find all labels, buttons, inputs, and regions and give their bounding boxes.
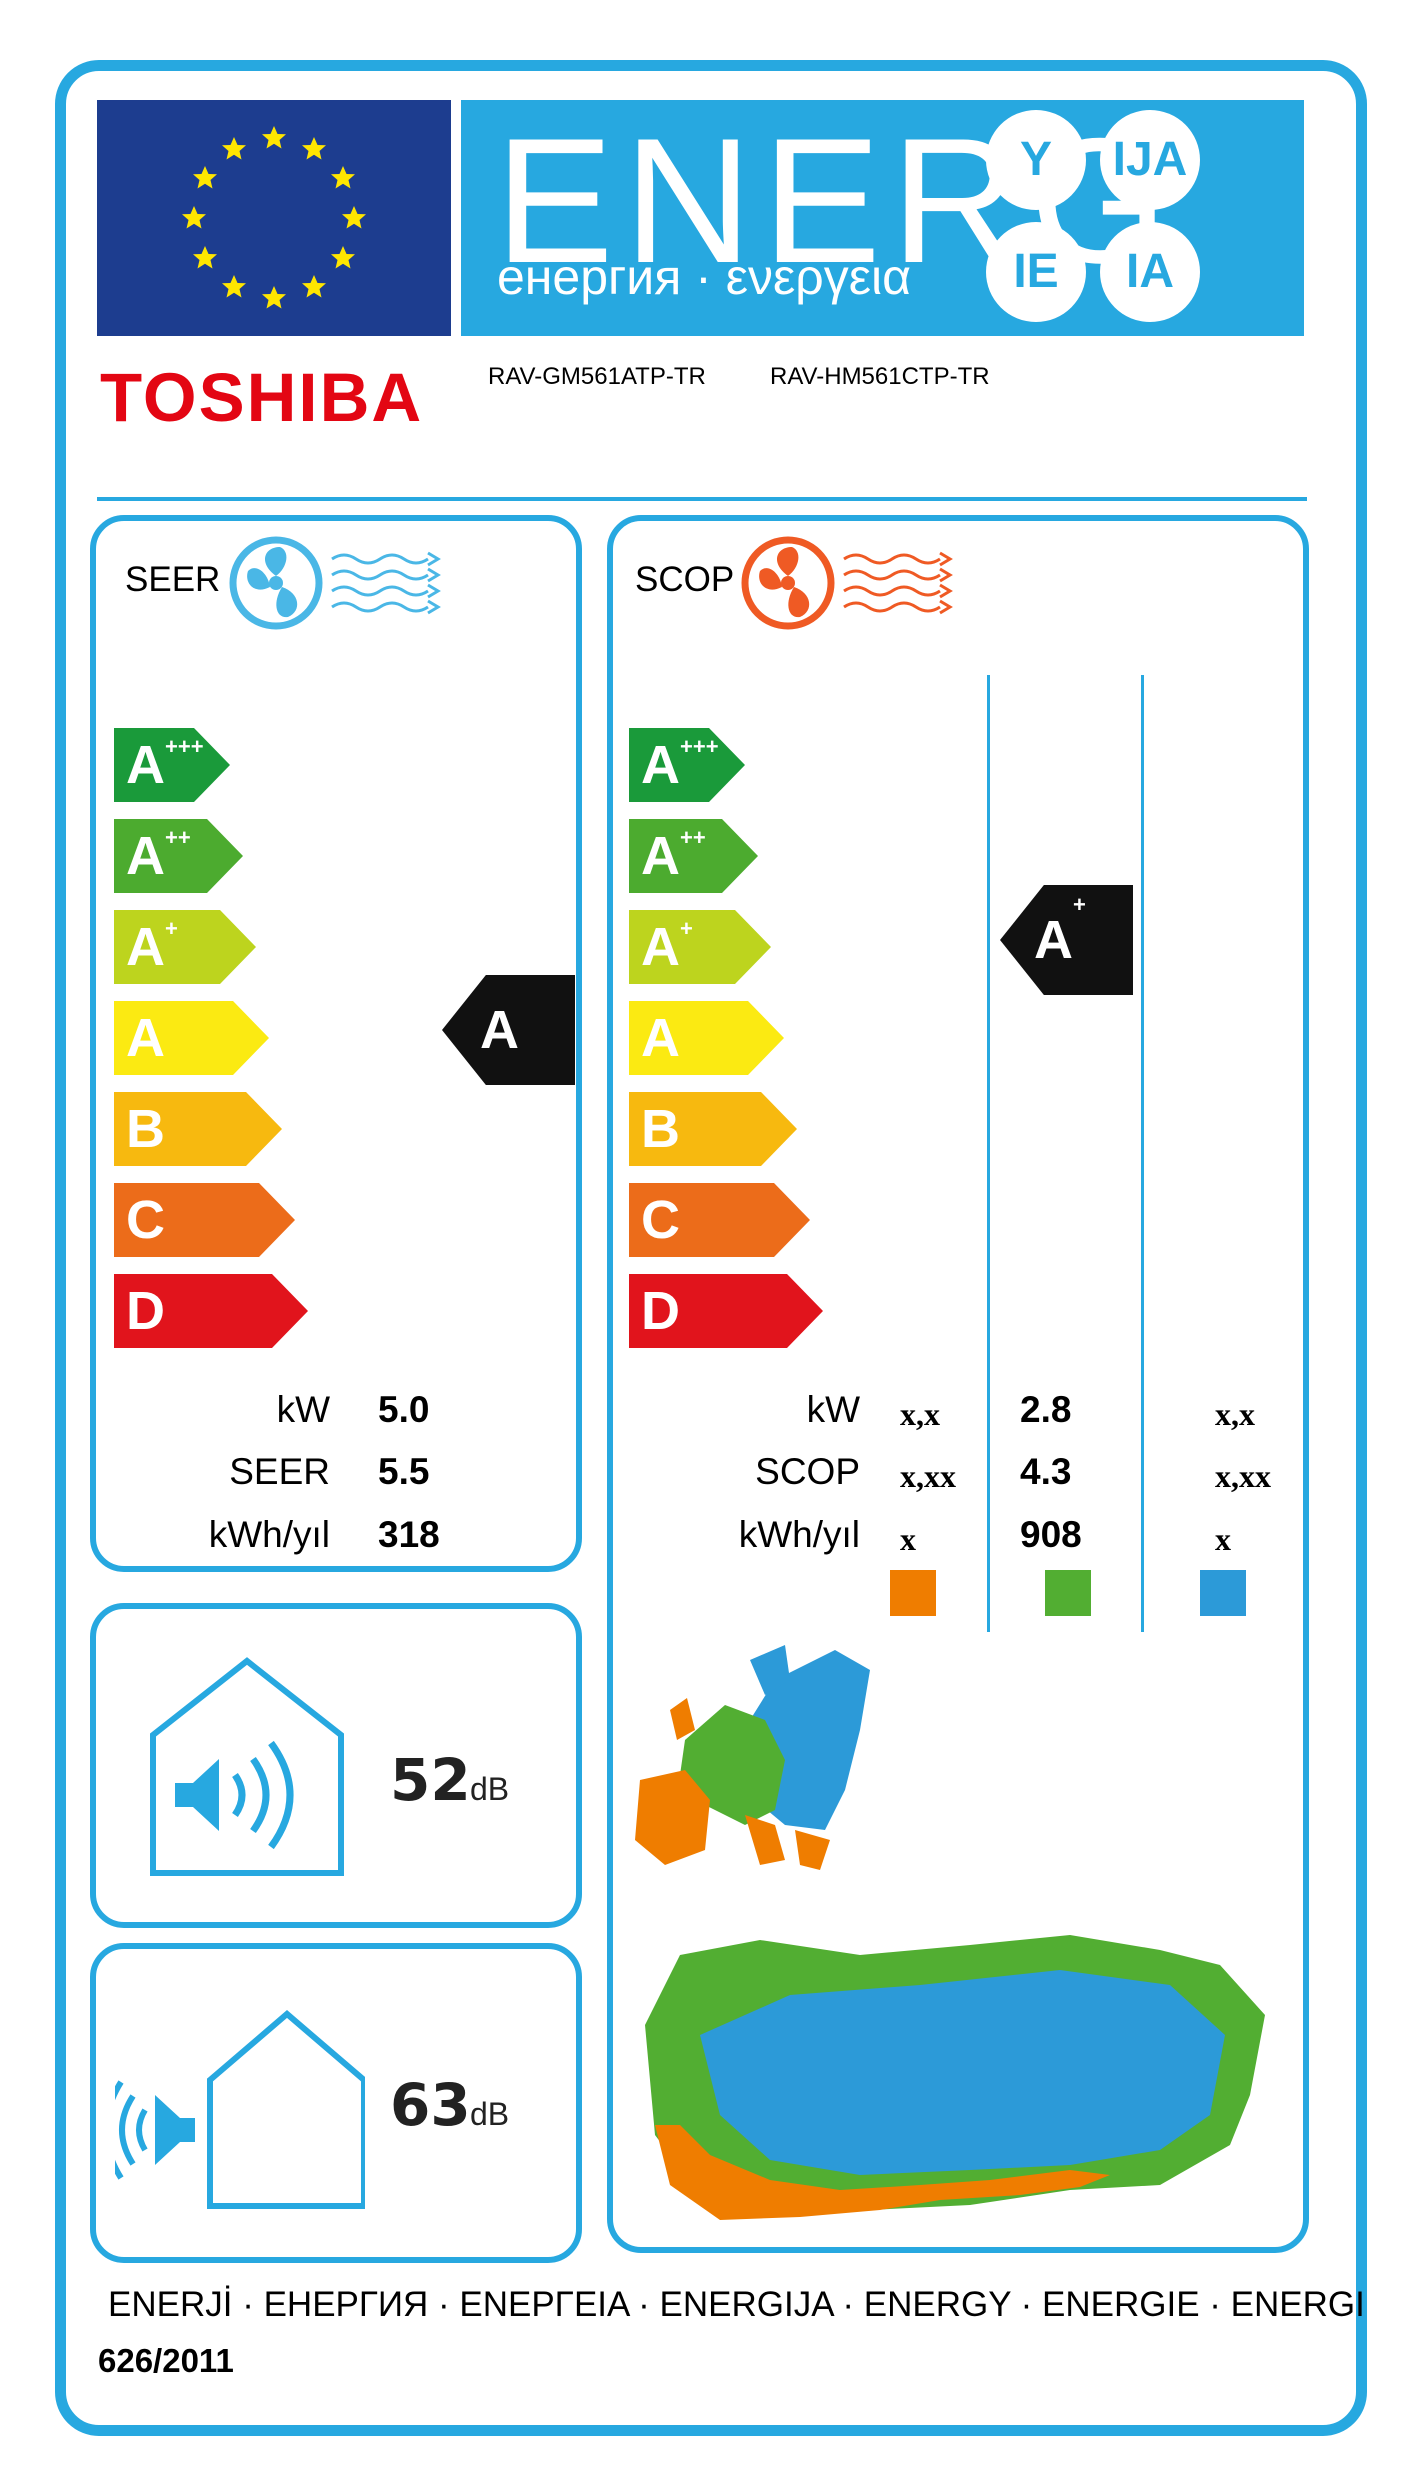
cooling-class-arrow: D: [114, 1274, 308, 1348]
cooling-fan-icon: [229, 536, 441, 630]
europe-climate-map: [635, 1645, 870, 1870]
heating-kw-warmer: x,x: [900, 1396, 940, 1432]
indoor-noise-panel: [90, 1603, 582, 1928]
heating-class-arrow: D: [629, 1274, 823, 1348]
heating-kwh-label: kWh/yıl: [738, 1514, 860, 1555]
heating-class-base: A: [1034, 910, 1073, 970]
cooling-class-base: A: [480, 1000, 519, 1060]
cooling-class-arrow: A: [114, 1001, 269, 1075]
column-divider-1: [987, 675, 990, 1632]
indoor-noise-value: 52: [390, 1746, 471, 1814]
eu-flag: [97, 100, 451, 336]
cooling-class-letter: A: [126, 917, 165, 977]
suffix-bubble-ie: IE: [986, 222, 1086, 322]
heating-kwh-average: 908: [1020, 1514, 1082, 1555]
label-frame: [55, 60, 1367, 2436]
outdoor-model: RAV-HM561CTP-TR: [770, 363, 990, 390]
cooling-panel: [90, 515, 582, 1572]
seer-label: SEER: [125, 560, 221, 599]
heating-kwh-colder: x: [1215, 1521, 1231, 1557]
heating-class-letter: A: [641, 735, 680, 795]
heating-scop-label: SCOP: [755, 1451, 860, 1492]
suffix-bubble-y: Y: [986, 110, 1086, 210]
cooling-class-arrow: C: [114, 1183, 295, 1257]
heating-class-letter: B: [641, 1099, 680, 1159]
colder-zone-swatch: [1200, 1570, 1246, 1616]
brand-logo: TOSHIBA: [100, 359, 424, 436]
suffix-bubble-ia: IA: [1100, 222, 1200, 322]
header-divider: [97, 497, 1307, 501]
outdoor-noise-value: 63: [390, 2071, 471, 2139]
heating-panel: [607, 515, 1309, 2253]
heating-kw-label: kW: [806, 1389, 860, 1430]
heating-fan-icon: [741, 536, 953, 630]
cooling-seer-label: SEER: [229, 1451, 330, 1492]
heating-kw-average: 2.8: [1020, 1389, 1072, 1430]
heating-class-letter: A: [641, 1008, 680, 1068]
indoor-noise-unit: dB: [470, 1771, 510, 1807]
heating-class-plus: +: [680, 916, 693, 941]
footer-languages: ENERJİ · ЕНЕРГИЯ · ЕΝΕΡΓΕΙΑ · ENERGIJA ·…: [108, 2285, 1365, 2324]
outdoor-noise-panel: [90, 1943, 582, 2263]
outdoor-noise-icon: [115, 2010, 365, 2209]
heating-scop-warmer: x,xx: [900, 1458, 956, 1494]
cooling-class-letter: A: [126, 826, 165, 886]
heating-class-plus: ++: [680, 825, 706, 850]
average-zone-swatch: [1045, 1570, 1091, 1616]
heating-class-letter: A: [641, 917, 680, 977]
heating-scop-colder: x,xx: [1215, 1458, 1271, 1494]
cooling-seer-value: 5.5: [378, 1451, 430, 1492]
heating-class-sup: +: [1073, 892, 1086, 917]
outdoor-noise-unit: dB: [470, 2096, 510, 2132]
heating-class-arrow: C: [629, 1183, 810, 1257]
heating-class-arrow: A: [629, 1001, 784, 1075]
cooling-class-plus: +: [165, 916, 178, 941]
column-divider-2: [1141, 675, 1144, 1632]
energy-subtitle: енергия · ενεργεια: [497, 249, 912, 305]
suffix-bubble-ija: IJA: [1100, 110, 1200, 210]
cooling-kwh-label: kWh/yıl: [208, 1514, 330, 1555]
heating-scop-average: 4.3: [1020, 1451, 1072, 1492]
cooling-class-letter: A: [126, 1008, 165, 1068]
indoor-model: RAV-GM561ATP-TR: [488, 363, 706, 390]
warmer-zone-swatch: [890, 1570, 936, 1616]
heating-class-letter: D: [641, 1281, 680, 1341]
cooling-class-letter: A: [126, 735, 165, 795]
indoor-noise-icon: [150, 1657, 344, 1876]
heating-class-letter: A: [641, 826, 680, 886]
cooling-class-letter: B: [126, 1099, 165, 1159]
eu-stars-icon: [182, 126, 366, 309]
cooling-class-plus: +++: [165, 734, 204, 759]
heating-class-letter: C: [641, 1190, 680, 1250]
scop-label: SCOP: [635, 560, 735, 599]
cooling-kw-value: 5.0: [378, 1389, 430, 1430]
cooling-class-arrow: B: [114, 1092, 282, 1166]
cooling-class-plus: ++: [165, 825, 191, 850]
heating-class-arrow: B: [629, 1092, 797, 1166]
turkey-climate-map: [645, 1935, 1265, 2220]
cooling-kw-label: kW: [276, 1389, 330, 1430]
heating-class-plus: +++: [680, 734, 719, 759]
heating-kw-colder: x,x: [1215, 1396, 1255, 1432]
heating-kwh-warmer: x: [900, 1521, 916, 1557]
cooling-class-letter: C: [126, 1190, 165, 1250]
regulation-number: 626/2011: [98, 2342, 234, 2379]
cooling-class-letter: D: [126, 1281, 165, 1341]
cooling-kwh-value: 318: [378, 1514, 440, 1555]
